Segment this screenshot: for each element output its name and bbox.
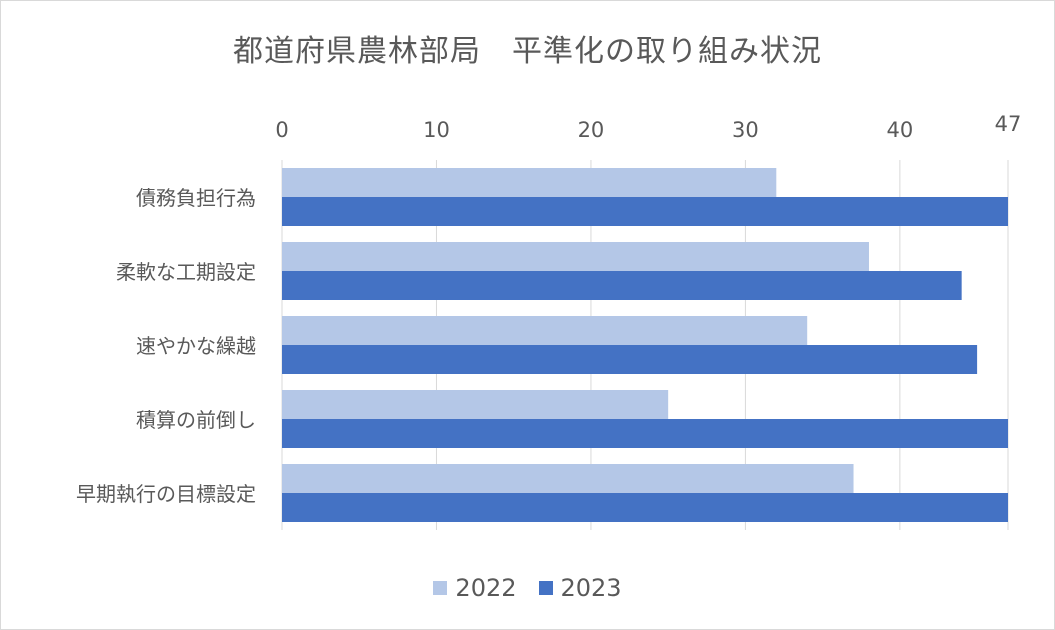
bar-2023: [282, 271, 962, 300]
bar-2023: [282, 197, 1008, 226]
bar-2023: [282, 345, 978, 374]
chart-title: 都道府県農林部局 平準化の取り組み状況: [233, 34, 822, 69]
bar-2022: [282, 390, 669, 419]
legend-label-2022: 2022: [455, 574, 517, 602]
x-tick-label: 10: [423, 118, 450, 142]
category-label: 速やかな繰越: [136, 334, 256, 358]
bar-2022: [282, 464, 854, 493]
x-tick-label: 40: [887, 118, 914, 142]
x-tick-label: 0: [275, 118, 288, 142]
legend-item-2023: 2023: [538, 574, 622, 602]
category-label: 早期執行の目標設定: [76, 482, 256, 506]
category-label: 積算の前倒し: [136, 408, 256, 432]
legend-item-2022: 2022: [433, 574, 517, 602]
x-tick-label: 47: [995, 112, 1022, 136]
legend-swatch-2023: [538, 581, 553, 595]
bar-2023: [282, 419, 1008, 448]
bar-2022: [282, 316, 808, 345]
legend-label-2023: 2023: [560, 574, 622, 602]
bar-2023: [282, 493, 1008, 522]
bar-2022: [282, 242, 869, 271]
category-label: 債務負担行為: [136, 186, 256, 210]
x-tick-label: 20: [578, 118, 605, 142]
x-tick-label: 30: [732, 118, 759, 142]
bar-2022: [282, 168, 777, 197]
category-label: 柔軟な工期設定: [116, 260, 256, 284]
legend: 2022 2023: [0, 574, 1055, 602]
legend-swatch-2022: [433, 581, 448, 595]
